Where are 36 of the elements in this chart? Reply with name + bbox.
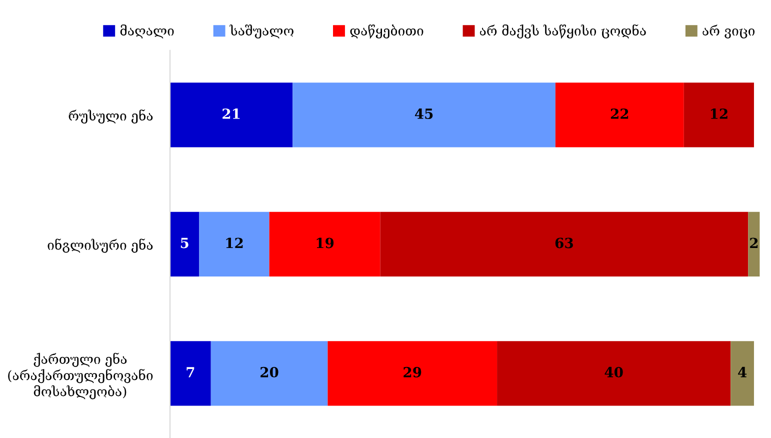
bar <box>170 212 200 276</box>
data-label: 7 <box>186 367 194 378</box>
data-label: 2 <box>750 238 758 248</box>
data-label: 40 <box>604 366 623 378</box>
data-label: 63 <box>555 238 573 248</box>
bar <box>684 82 754 148</box>
y-tick-label: რუსული ენა <box>68 109 153 124</box>
data-label: 20 <box>260 366 278 378</box>
data-label: 5 <box>180 238 188 248</box>
legend-label: დაწყებითი <box>350 24 424 38</box>
bar <box>170 341 211 406</box>
data-label: 12 <box>710 108 728 119</box>
bar <box>748 212 760 276</box>
bar <box>292 82 556 148</box>
y-tick-label: ქართული ენა (არაქართულენოვანი მოსახლეობა) <box>8 352 153 400</box>
data-label: 45 <box>414 108 433 120</box>
bar <box>555 82 684 148</box>
bar <box>730 341 754 406</box>
data-label: 22 <box>610 108 628 119</box>
bar <box>380 212 748 276</box>
data-label: 19 <box>316 238 334 248</box>
bar <box>328 341 498 406</box>
data-label: 21 <box>222 108 240 119</box>
data-label: 4 <box>738 366 747 378</box>
y-tick-label: ინგლისური ენა <box>48 238 153 253</box>
legend-label: მაღალი <box>120 24 174 38</box>
legend-label: არ ვიცი <box>702 24 754 38</box>
legend-label: არ მაქვს საწყისი ცოდნა <box>480 24 646 38</box>
legend-label: საშუალო <box>230 24 294 38</box>
bar <box>269 212 380 276</box>
bar <box>199 212 270 276</box>
bar <box>170 82 293 148</box>
bar <box>210 341 328 406</box>
data-label: 12 <box>226 238 243 248</box>
data-label: 29 <box>404 366 422 378</box>
bar <box>497 341 731 406</box>
